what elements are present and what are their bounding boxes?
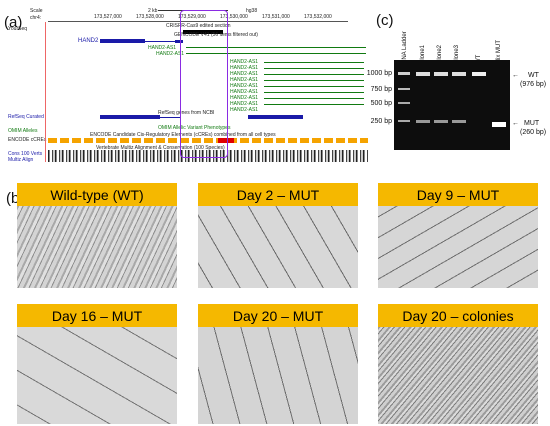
as1-transcripts xyxy=(264,60,364,106)
clone2-band-mut xyxy=(434,120,448,123)
as1-line-1 xyxy=(186,47,366,48)
track-encode: ENCODE cCREs xyxy=(8,137,47,143)
ladder-band-750 xyxy=(398,88,410,90)
refseq-intron xyxy=(160,117,180,118)
ladder-band-1000 xyxy=(398,72,410,75)
clone1-band-wt xyxy=(416,72,430,76)
encode-desc: ENCODE Candidate Cis-Regulatory Elements… xyxy=(90,132,276,138)
wt-size: (976 bp) xyxy=(520,81,547,88)
pos-1: 173,527,000 xyxy=(94,14,122,20)
hand2-label: HAND2 xyxy=(78,38,99,44)
omim-desc: OMIM Allelic Variant Phenotypes xyxy=(158,125,231,131)
micrograph-day20-colonies: Day 20 – colonies xyxy=(378,304,538,424)
as1-line-2 xyxy=(186,53,366,54)
micrograph-title: Day 16 – MUT xyxy=(17,304,177,327)
track-yourseq: YourSeq xyxy=(8,26,27,32)
micrograph-title: Day 2 – MUT xyxy=(198,183,358,206)
as1-item-7: HAND2-AS1 xyxy=(230,95,259,101)
micrograph-title: Wild-type (WT) xyxy=(17,183,177,206)
micrograph-title: Day 20 – colonies xyxy=(378,304,538,327)
as1-item-4: HAND2-AS1 xyxy=(230,77,259,83)
as1-item-6: HAND2-AS1 xyxy=(230,89,259,95)
refseq-desc: RefSeq genes from NCBI xyxy=(158,110,215,116)
crispr-highlight xyxy=(180,10,228,158)
crispr-label: CRISPR-Cas9 edited section xyxy=(166,23,231,29)
mut-size: (260 bp) xyxy=(520,129,547,136)
cell-image xyxy=(378,206,538,288)
as1-item-8: HAND2-AS1 xyxy=(230,101,259,107)
wt-arrow-icon: ← xyxy=(512,72,519,79)
chrom-label: chr4: xyxy=(30,15,42,21)
genome-browser: Scale chr4: 2 kb hg38 173,527,000 173,52… xyxy=(8,8,378,168)
wt-band xyxy=(472,72,486,76)
clone3-band-wt xyxy=(452,72,466,76)
scale-label: Scale xyxy=(30,8,43,14)
as1-item-5: HAND2-AS1 xyxy=(230,83,259,89)
micrograph-title: Day 9 – MUT xyxy=(378,183,538,206)
hand2-exon2 xyxy=(175,40,183,43)
pos-4: 173,530,000 xyxy=(220,14,248,20)
mut-arrow-icon: ← xyxy=(512,120,519,127)
track-multiz: Multiz Align xyxy=(8,157,34,163)
scale-value: 2 kb xyxy=(148,8,158,14)
micrograph-day9: Day 9 – MUT xyxy=(378,183,538,288)
gencode-label: GENCODE V41 (56 items filtered out) xyxy=(174,32,258,38)
refseq-bar-2 xyxy=(248,115,303,119)
gel-image xyxy=(394,60,510,150)
cons-desc: Vertebrate Multiz Alignment & Conservati… xyxy=(96,145,225,151)
as1-item-2: HAND2-AS1 xyxy=(230,65,259,71)
pos-3: 173,529,000 xyxy=(178,14,206,20)
cell-image xyxy=(198,327,358,424)
hand2-intron xyxy=(145,41,175,42)
micrograph-title: Day 20 – MUT xyxy=(198,304,358,327)
crispr-block xyxy=(183,30,223,34)
as1-item-3: HAND2-AS1 xyxy=(230,71,259,77)
micrograph-wt: Wild-type (WT) xyxy=(17,183,177,288)
clone3-band-mut xyxy=(452,120,466,123)
as1-item-1: HAND2-AS1 xyxy=(230,59,259,65)
ladder-750: 750 bp xyxy=(370,86,392,93)
pos-2: 173,528,000 xyxy=(136,14,164,20)
clone2-band-wt xyxy=(434,72,448,76)
cell-image xyxy=(198,206,358,288)
panel-a-label: (a) xyxy=(4,14,23,31)
track-refseq: RefSeq Curated xyxy=(8,114,44,120)
conservation-track xyxy=(48,150,368,162)
track-omim: OMIM Alleles xyxy=(8,128,38,134)
ladder-250: 250 bp xyxy=(370,118,392,125)
cell-image xyxy=(378,327,538,424)
encode-bars xyxy=(48,138,368,143)
panel-c-label: (c) xyxy=(376,12,394,29)
hand2-exon xyxy=(100,39,145,43)
left-guide xyxy=(45,22,46,162)
as1-item-9: HAND2-AS1 xyxy=(230,107,259,113)
wt-label: WT xyxy=(528,72,539,79)
as1-label-2: HAND2-AS1 xyxy=(156,51,185,57)
micrograph-day20: Day 20 – MUT xyxy=(198,304,358,424)
cell-image xyxy=(17,206,177,288)
refseq-bar xyxy=(100,115,160,119)
clone1-band-mut xyxy=(416,120,430,123)
micrograph-day2: Day 2 – MUT xyxy=(198,183,358,288)
micrograph-day16: Day 16 – MUT xyxy=(17,304,177,424)
ladder-band-250 xyxy=(398,120,410,122)
ruler xyxy=(48,21,348,22)
track-cons: Cons 100 Verts xyxy=(8,151,43,157)
mut-label: MUT xyxy=(524,120,540,127)
mixmut-band xyxy=(492,122,506,127)
ladder-1000: 1000 bp xyxy=(366,70,392,77)
pos-5: 173,531,000 xyxy=(262,14,290,20)
cell-image xyxy=(17,327,177,424)
pos-6: 173,532,000 xyxy=(304,14,332,20)
encode-promoter xyxy=(218,138,234,143)
ladder-band-500 xyxy=(398,102,410,104)
as1-label-1: HAND2-AS1 xyxy=(148,45,177,51)
assembly-label: hg38 xyxy=(246,8,258,14)
ladder-500: 500 bp xyxy=(370,100,392,107)
